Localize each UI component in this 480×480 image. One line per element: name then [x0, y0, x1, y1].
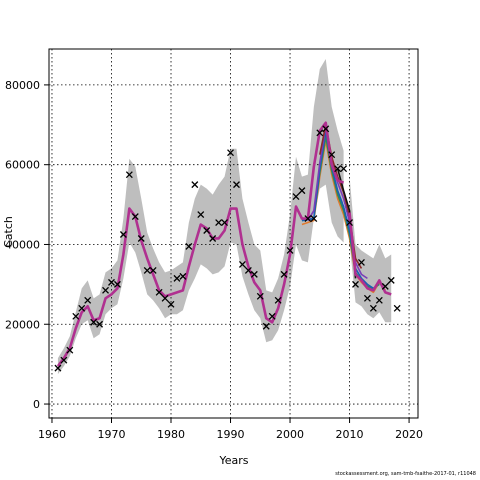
observed-point-1986 — [203, 227, 211, 234]
observed-point-1964 — [72, 312, 80, 320]
y-tick-label-80000: 80000 — [5, 79, 40, 92]
observed-catch-markers — [54, 125, 401, 372]
y-tick-label-60000: 60000 — [5, 159, 40, 172]
observed-point-1961 — [54, 364, 62, 372]
observed-point-1975 — [137, 235, 145, 242]
observed-point-2013 — [363, 294, 371, 302]
observed-point-2018 — [393, 304, 401, 312]
observed-point-2006 — [322, 125, 330, 133]
observed-point-1990 — [227, 149, 234, 157]
observed-point-1973 — [125, 171, 133, 179]
observed-point-1984 — [191, 181, 199, 189]
observed-point-2014 — [369, 304, 377, 312]
observed-point-1962 — [60, 356, 68, 364]
y-tick-label-0: 0 — [33, 398, 40, 411]
observed-point-2000 — [286, 246, 294, 254]
observed-point-1985 — [197, 211, 205, 219]
observed-point-1968 — [96, 320, 104, 328]
observed-point-2009 — [340, 165, 348, 173]
observed-point-1980 — [167, 300, 175, 308]
y-tick-label-40000: 40000 — [5, 238, 40, 251]
observed-point-1963 — [66, 346, 74, 354]
source-footnote: stockassessment.org, sam-tmb-fsaithe-201… — [335, 471, 476, 477]
x-tick-label-2010: 2010 — [336, 428, 364, 441]
observed-point-1967 — [90, 318, 98, 326]
y-axis-label: Catch — [2, 216, 15, 248]
observed-point-2005 — [316, 129, 324, 137]
observed-point-2002 — [298, 187, 306, 195]
observed-point-2011 — [352, 280, 359, 288]
retro-peel-line-4 — [307, 125, 368, 280]
observed-point-1977 — [149, 266, 157, 274]
observed-point-1987 — [209, 235, 217, 242]
x-axis-label: Years — [218, 454, 248, 467]
observed-point-2017 — [387, 276, 395, 284]
observed-point-1993 — [244, 266, 252, 274]
observed-point-1966 — [84, 296, 92, 304]
observed-point-2001 — [292, 193, 300, 201]
observed-point-1991 — [233, 181, 240, 189]
x-tick-label-1980: 1980 — [157, 428, 185, 441]
observed-point-2008 — [334, 165, 342, 173]
plot-frame — [48, 48, 419, 419]
estimate-line-1 — [56, 121, 345, 367]
observed-point-1992 — [238, 260, 246, 268]
observed-point-1988 — [215, 219, 223, 226]
x-tick-label-2000: 2000 — [276, 428, 304, 441]
observed-point-1999 — [280, 270, 288, 278]
observed-point-2016 — [381, 282, 389, 290]
x-tick-label-2020: 2020 — [395, 428, 423, 441]
observed-point-2012 — [358, 258, 365, 266]
x-tick-label-1960: 1960 — [38, 428, 66, 441]
confidence-band-1 — [57, 58, 344, 375]
x-tick-label-1970: 1970 — [97, 428, 125, 441]
observed-point-2015 — [375, 296, 383, 304]
observed-point-1972 — [119, 231, 127, 238]
x-axis: 1960 1970 1980 1990 2000 2010 2020 — [38, 418, 423, 441]
observed-point-1970 — [108, 278, 115, 286]
observed-point-1979 — [161, 294, 169, 302]
observed-point-1998 — [274, 296, 282, 304]
confidence-bands — [57, 58, 392, 375]
observed-point-1981 — [173, 274, 181, 282]
observed-point-2003 — [304, 215, 312, 223]
observed-point-1989 — [221, 219, 229, 226]
observed-point-1976 — [143, 266, 151, 274]
observed-point-1978 — [155, 288, 163, 296]
y-axis: 0 20000 40000 60000 80000 — [5, 79, 49, 411]
observed-point-1974 — [131, 213, 139, 221]
observed-point-1965 — [78, 304, 86, 312]
estimate-line-2 — [348, 212, 392, 296]
observed-point-1983 — [185, 243, 193, 250]
observed-point-1971 — [113, 280, 121, 288]
observed-point-1994 — [250, 270, 258, 278]
x-tick-label-1990: 1990 — [217, 428, 245, 441]
observed-point-1982 — [179, 272, 187, 280]
y-tick-label-20000: 20000 — [5, 318, 40, 331]
observed-point-1996 — [262, 322, 270, 330]
observed-point-1969 — [102, 286, 109, 294]
observed-point-1997 — [268, 312, 276, 320]
observed-point-1995 — [256, 292, 264, 300]
observed-point-2007 — [328, 151, 336, 159]
observed-point-2010 — [346, 219, 354, 226]
observed-point-2004 — [310, 215, 318, 223]
